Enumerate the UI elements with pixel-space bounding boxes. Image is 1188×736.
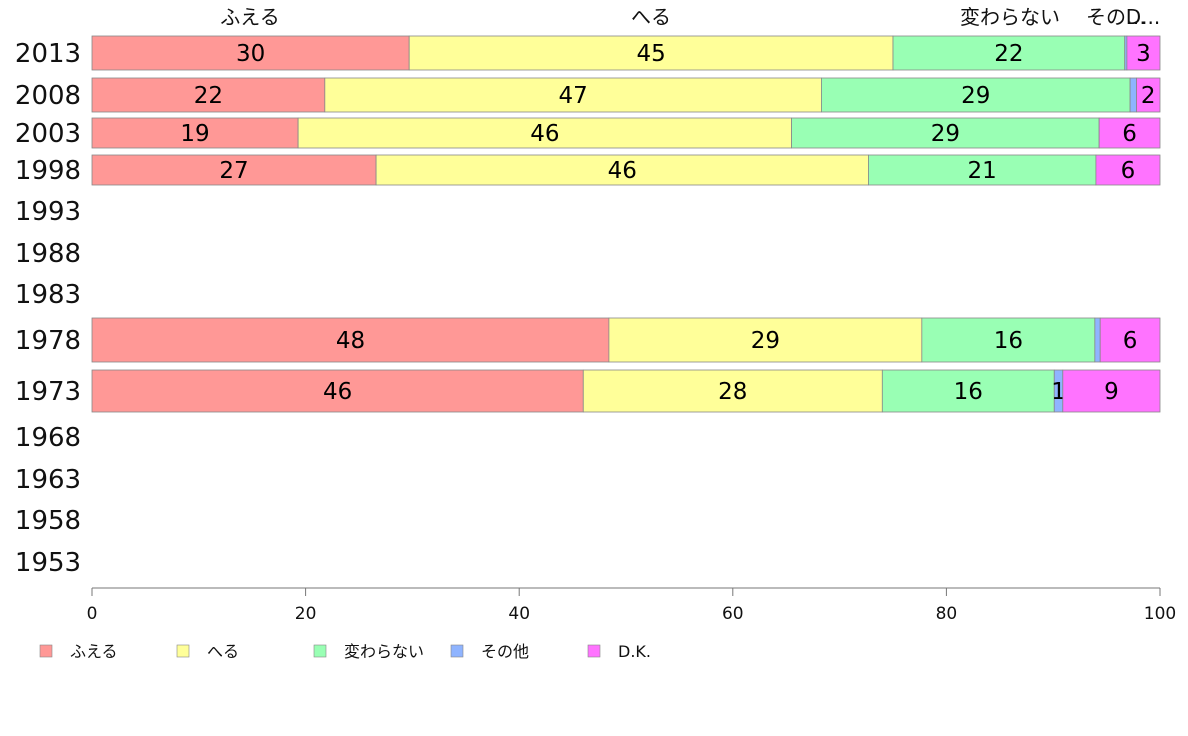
legend-swatch-2 [313, 644, 327, 658]
column-header-2: 変わらない [960, 5, 1060, 29]
legend-label-0: ふえる [70, 642, 118, 661]
x-tick-label-40: 40 [508, 604, 530, 624]
data-label-1978-series-1: 29 [751, 328, 780, 354]
bar-segment-1978-series-1 [608, 317, 923, 363]
data-label-2003-series-1: 46 [530, 121, 559, 147]
data-label-1973-series-2: 16 [954, 379, 983, 405]
year-label-1953: 1953 [15, 548, 81, 578]
legend-swatch-1 [176, 644, 190, 658]
legend-swatch-4 [587, 644, 601, 658]
legend-label-4: D.K. [618, 642, 651, 661]
data-label-2013-series-1: 45 [636, 41, 665, 67]
bar-segment-2008-series-0 [91, 77, 326, 113]
year-label-1978: 1978 [15, 326, 81, 356]
data-label-2008-series-0: 22 [194, 83, 223, 109]
bar-segment-1978-series-0 [91, 317, 610, 363]
x-tick-label-100: 100 [1144, 604, 1176, 624]
data-label-1973-series-0: 46 [323, 379, 352, 405]
year-labels: 2013 2008 2003 1998 1993 1988 1983 1978 1973 1968… [15, 39, 81, 578]
bar-segment-2003-series-4 [1098, 117, 1161, 149]
bars: 30 45 22 322 47 29 219 46 29 627 46 21 648 29 16 646 28 1… [91, 35, 1161, 413]
data-label-2003-series-4: 6 [1122, 121, 1137, 147]
bar-segment-2008-series-2 [821, 77, 1131, 113]
data-label-2003-series-2: 29 [931, 121, 960, 147]
bar-segment-1973-series-0 [91, 369, 584, 413]
year-label-1968: 1968 [15, 423, 81, 453]
data-label-1973-series-3: 1 [1051, 379, 1066, 405]
year-label-1983: 1983 [15, 280, 81, 310]
bar-segment-2008-series-3 [1129, 77, 1137, 113]
x-tick-label-0: 0 [87, 604, 98, 624]
bar-segment-2013-series-0 [91, 35, 410, 71]
year-label-1963: 1963 [15, 465, 81, 495]
data-label-1998-series-4: 6 [1121, 158, 1136, 184]
data-label-1998-series-0: 27 [219, 158, 248, 184]
year-label-1993: 1993 [15, 197, 81, 227]
bar-row-1998: 27 46 21 6 [91, 154, 1161, 186]
data-label-2008-series-4: 2 [1141, 83, 1156, 109]
legend-swatch-0 [39, 644, 53, 658]
bar-segment-1973-series-2 [881, 369, 1055, 413]
year-label-1958: 1958 [15, 506, 81, 536]
bar-row-1978: 48 29 16 6 [91, 317, 1161, 363]
bar-segment-2003-series-2 [791, 117, 1100, 149]
bar-row-2003: 19 46 29 6 [91, 117, 1161, 149]
bar-segment-2013-series-4 [1126, 35, 1161, 71]
year-label-2003: 2003 [15, 119, 81, 149]
x-tick-label-80: 80 [936, 604, 958, 624]
bar-segment-1998-series-2 [868, 154, 1097, 186]
data-label-1998-series-1: 46 [608, 158, 637, 184]
bar-segment-2003-series-0 [91, 117, 299, 149]
legend-label-2: 変わらない [344, 642, 424, 661]
data-label-1973-series-4: 9 [1104, 379, 1119, 405]
bar-segment-1973-series-4 [1062, 369, 1161, 413]
year-label-2008: 2008 [15, 81, 81, 111]
data-label-2003-series-0: 19 [180, 121, 209, 147]
x-axis: 0 20 40 60 80 100 [87, 587, 1176, 624]
bar-segment-2013-series-2 [892, 35, 1126, 71]
data-label-1978-series-4: 6 [1123, 328, 1138, 354]
bar-segment-2008-series-1 [324, 77, 822, 113]
year-label-1998: 1998 [15, 156, 81, 186]
bar-row-2013: 30 45 22 3 [91, 35, 1161, 71]
bar-segment-1973-series-1 [582, 369, 883, 413]
legend-label-3: その他 [481, 642, 529, 661]
bar-segment-1998-series-1 [375, 154, 869, 186]
legend-label-1: へる [207, 642, 239, 661]
x-tick-label-60: 60 [722, 604, 744, 624]
data-label-2013-series-4: 3 [1136, 41, 1151, 67]
data-label-2008-series-2: 29 [961, 83, 990, 109]
bar-segment-1978-series-2 [921, 317, 1096, 363]
legend: ふえる へる 変わらない その他 D.K. [39, 642, 651, 661]
bar-segment-1978-series-4 [1099, 317, 1161, 363]
column-headers: ふえる へる 変わらない その…D... [220, 5, 1160, 29]
data-label-1978-series-0: 48 [336, 328, 365, 354]
year-label-1988: 1988 [15, 239, 81, 269]
bar-segment-1998-series-4 [1095, 154, 1161, 186]
column-header-1: へる [631, 5, 671, 29]
bar-row-1973: 46 28 16 1 9 [91, 369, 1161, 413]
bar-segment-2008-series-4 [1136, 77, 1161, 113]
data-label-2013-series-2: 22 [994, 41, 1023, 67]
data-label-2013-series-0: 30 [236, 41, 265, 67]
legend-swatch-3 [450, 644, 464, 658]
x-tick-label-20: 20 [295, 604, 317, 624]
bar-segment-1978-series-3 [1094, 317, 1101, 363]
column-header-3: その… [1086, 5, 1146, 29]
bar-segment-2013-series-1 [408, 35, 894, 71]
column-header-4: D... [1126, 5, 1160, 29]
data-label-1998-series-2: 21 [968, 158, 997, 184]
data-label-1978-series-2: 16 [994, 328, 1023, 354]
data-label-2008-series-1: 47 [558, 83, 587, 109]
bar-segment-1998-series-0 [91, 154, 377, 186]
bar-row-2008: 22 47 29 2 [91, 77, 1161, 113]
data-label-1973-series-1: 28 [718, 379, 747, 405]
year-label-1973: 1973 [15, 377, 81, 407]
column-header-0: ふえる [220, 5, 279, 29]
year-label-2013: 2013 [15, 39, 81, 69]
